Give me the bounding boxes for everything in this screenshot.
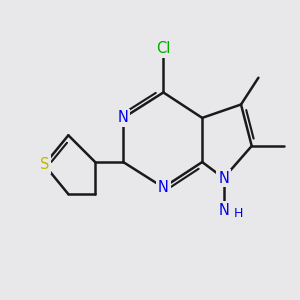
Text: N: N [218, 171, 229, 186]
Text: N: N [158, 180, 169, 195]
Text: H: H [234, 207, 243, 220]
Text: S: S [40, 157, 49, 172]
Text: N: N [218, 203, 229, 218]
Text: Cl: Cl [156, 41, 171, 56]
Text: N: N [118, 110, 129, 125]
